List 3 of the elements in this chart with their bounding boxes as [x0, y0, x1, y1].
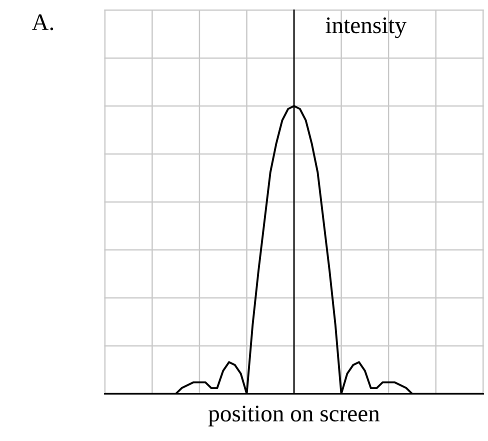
- x-axis-title: position on screen: [208, 406, 380, 426]
- y-axis-title: intensity: [326, 17, 406, 38]
- chart-title: A.: [32, 14, 54, 30]
